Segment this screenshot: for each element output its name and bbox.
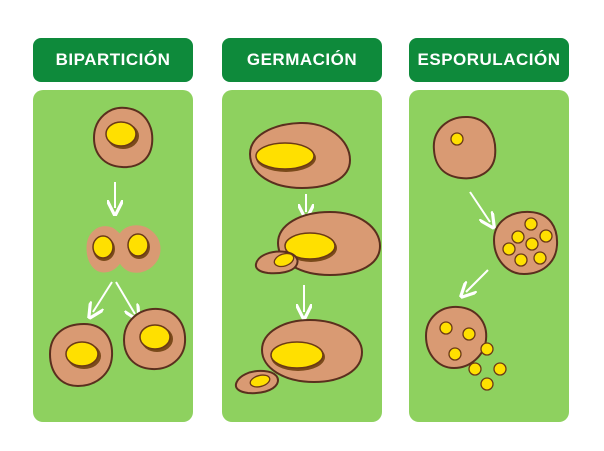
biparticion-daughter-cell-right bbox=[122, 307, 187, 371]
header-germacion-label: GERMACIÓN bbox=[246, 50, 358, 69]
header-esporulacion: ESPORULACIÓN bbox=[409, 38, 569, 82]
biparticion-arrow-left bbox=[93, 281, 113, 312]
esporulacion-cell-3 bbox=[424, 305, 488, 370]
esporulacion-arrow-1 bbox=[469, 191, 490, 222]
biparticion-parent-cell bbox=[92, 106, 154, 169]
biparticion-dividing-cell bbox=[86, 225, 161, 273]
esporulacion-cell-2 bbox=[492, 210, 559, 276]
header-biparticion: BIPARTICIÓN bbox=[33, 38, 193, 82]
released-spores bbox=[468, 342, 507, 391]
germacion-cell-2 bbox=[254, 210, 382, 277]
esporulacion-cell-1 bbox=[432, 115, 497, 180]
biparticion-arrow-right bbox=[115, 281, 135, 314]
header-esporulacion-label: ESPORULACIÓN bbox=[417, 50, 561, 69]
germacion-cell-3 bbox=[234, 318, 364, 395]
biparticion-daughter-cell-left bbox=[48, 322, 114, 388]
header-biparticion-label: BIPARTICIÓN bbox=[55, 50, 171, 69]
germacion-cell-1 bbox=[248, 121, 352, 190]
header-germacion: GERMACIÓN bbox=[222, 38, 382, 82]
esporulacion-arrow-2 bbox=[466, 269, 489, 292]
